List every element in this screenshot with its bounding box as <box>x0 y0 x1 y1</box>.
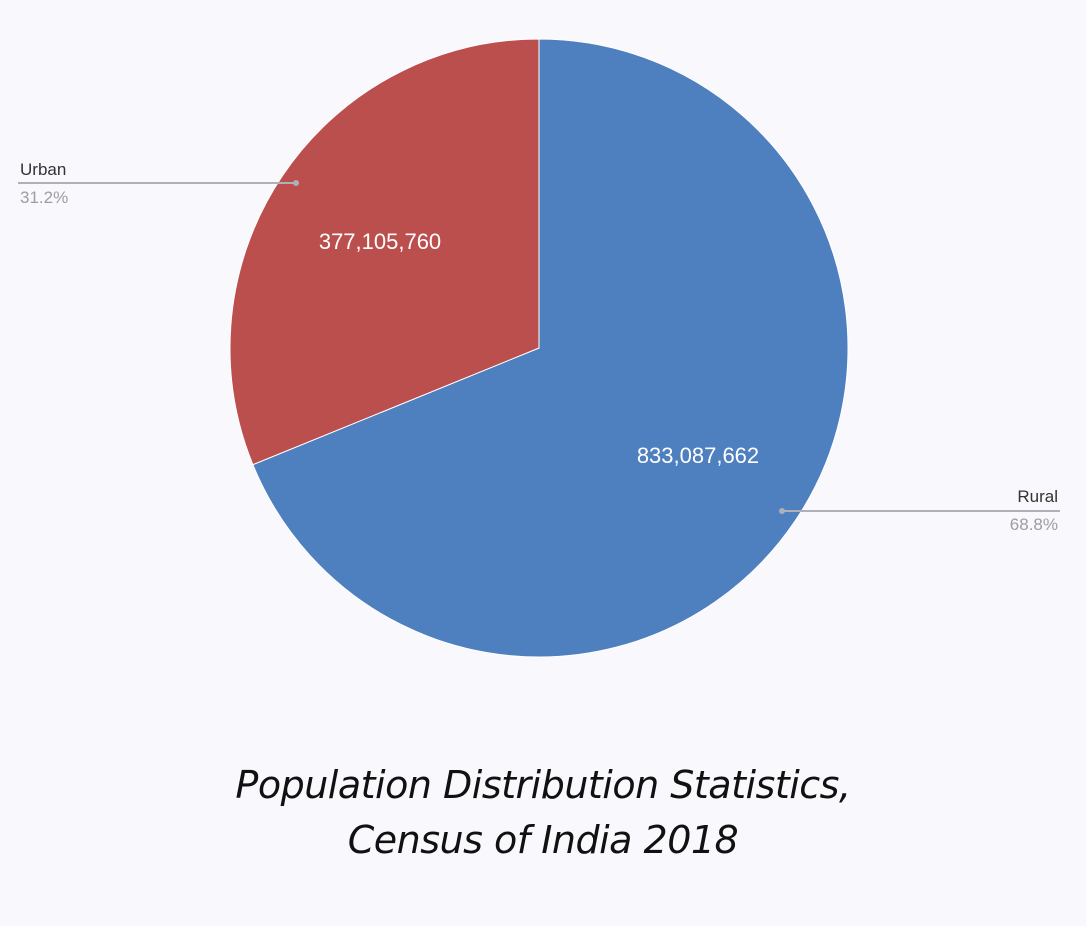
legend-percent-urban: 31.2% <box>20 188 68 207</box>
legend-name-rural: Rural <box>1017 487 1058 506</box>
legend-percent-rural: 68.8% <box>1010 515 1058 534</box>
pie-chart: 833,087,662 Rural 68.8% 377,105,760 Urban 31.… <box>18 38 1060 658</box>
pie-slice-urban <box>229 38 540 466</box>
pie-slice-rural <box>252 38 849 658</box>
leader-dot-rural <box>779 508 785 514</box>
chart-title-line-2: Census of India 2018 <box>347 818 739 862</box>
slice-value-label-urban: 377,105,760 <box>319 229 441 254</box>
legend-name-urban: Urban <box>20 160 66 179</box>
chart-title: Population Distribution Statistics, Cens… <box>0 758 1086 868</box>
leader-dot-urban <box>293 180 299 186</box>
slice-value-label-rural: 833,087,662 <box>637 443 759 468</box>
chart-title-line-1: Population Distribution Statistics, <box>235 763 851 807</box>
